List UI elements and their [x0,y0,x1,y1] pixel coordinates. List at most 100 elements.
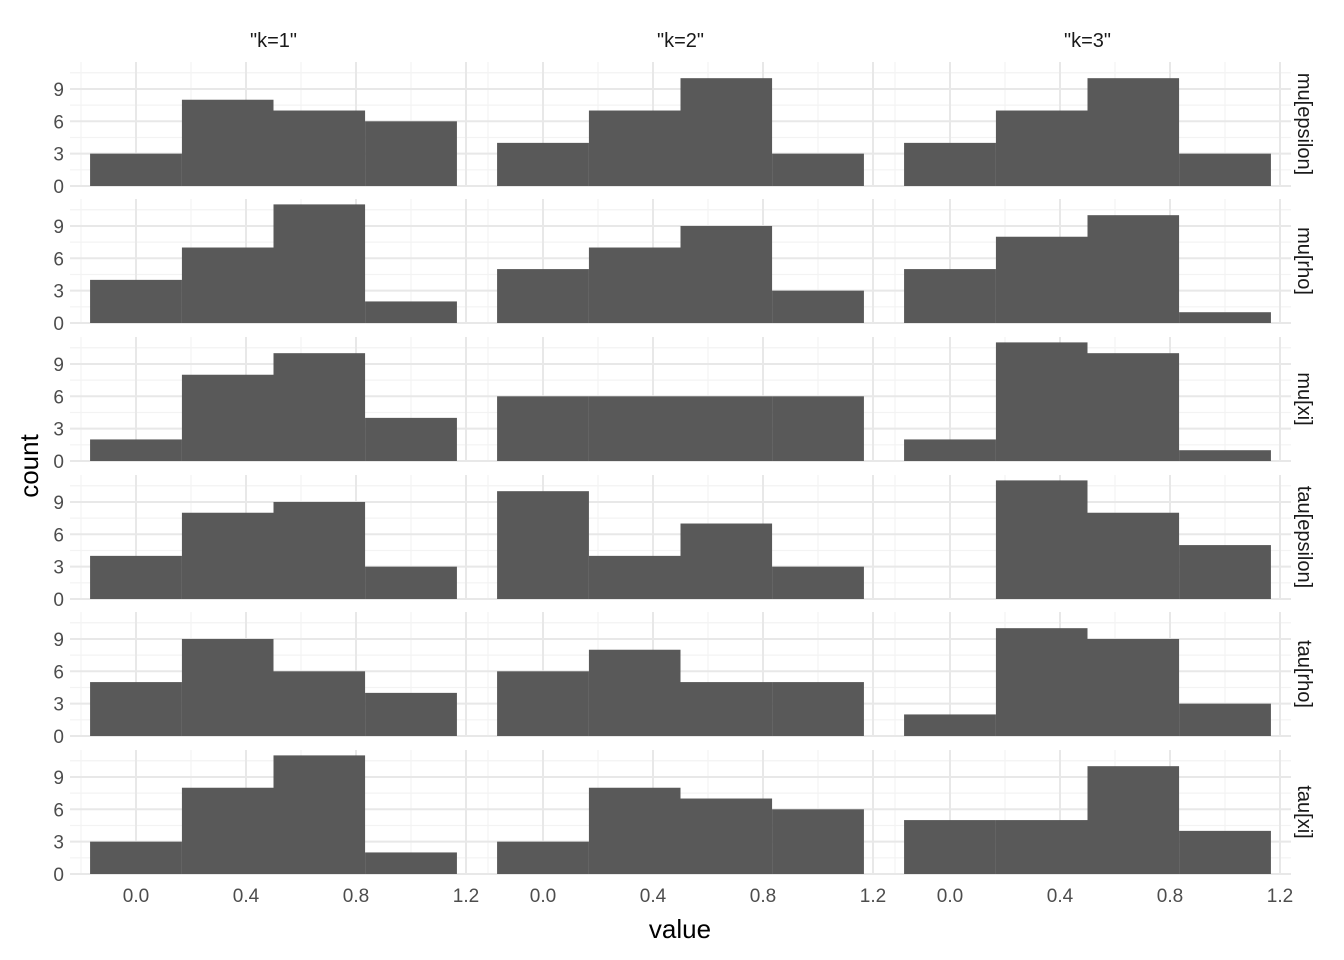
histogram-bar [1087,766,1180,874]
y-tick-label: 0 [53,865,64,886]
histogram-bar [772,566,864,599]
histogram-bar [772,396,864,461]
histogram-bar [588,649,681,736]
histogram-bar [273,204,366,323]
facet-panel-r1-c3 [884,62,1291,187]
histogram-bar [1179,703,1271,736]
y-tick-label: 9 [53,355,64,376]
facet-panel-r5-c3 [884,612,1291,737]
x-tick-label: 0.8 [750,886,776,907]
y-tick-label: 6 [53,525,64,546]
x-tick-label: 0.4 [233,886,260,907]
histogram-bar [90,841,182,874]
histogram-bar [497,841,589,874]
histogram-bar [995,628,1088,736]
histogram-bar [904,269,996,323]
histogram-bar [772,682,864,736]
y-tick-label: 6 [53,112,64,133]
facet-panel-r2-c3 [884,199,1291,324]
x-tick-label: 0.4 [640,886,667,907]
x-tick-label: 1.2 [1267,886,1293,907]
histogram-bar [1179,153,1271,186]
facet-panel-r4-c3 [884,475,1291,600]
x-tick-label: 0.0 [123,886,149,907]
histogram-bar [995,342,1088,461]
y-tick-label: 0 [53,590,64,611]
facet-panel-r5-c2 [477,612,884,737]
histogram-bar [1179,312,1271,323]
histogram-bar [588,787,681,874]
histogram-bar [1087,215,1180,323]
x-tick-label: 0.0 [937,886,963,907]
histogram-bar [273,671,366,736]
histogram-bar [365,852,457,874]
histogram-bar [1179,545,1271,599]
histogram-bar [365,301,457,323]
histogram-bar [181,787,274,874]
histogram-bar [365,692,457,736]
row-strip-labels: mu[epsilon] mu[rho] mu[xi] tau[epsilon] tau[… [1293,73,1315,839]
x-tick-label: 1.2 [453,886,479,907]
histogram-bar [680,798,773,874]
histogram-bar [772,153,864,186]
histogram-bar [181,99,274,186]
histogram-bar [995,480,1088,599]
y-tick-label: 0 [53,727,64,748]
facet-panel-r6-c2 [477,750,884,875]
row-strip-label: mu[epsilon] [1293,73,1315,175]
histogram-bar [904,142,996,186]
column-strip-label: "k=2" [657,30,704,52]
histogram-bar [1087,638,1180,736]
histogram-bar [904,714,996,736]
row-strip-label: mu[xi] [1293,372,1315,425]
histogram-bar [90,153,182,186]
facet-panel-r3-c2 [477,337,884,462]
histogram-bar [273,353,366,461]
x-axis-title: value [649,914,711,944]
y-axis: 0 3 6 9 0 3 6 9 0 3 6 9 0 3 6 9 0 3 6 9 0 3 6 9 [53,80,64,886]
histogram-bar [497,671,589,736]
facet-panel-r3-c3 [884,337,1291,462]
y-tick-label: 0 [53,177,64,198]
histogram-bar [995,110,1088,186]
histogram-bar [995,236,1088,323]
y-tick-label: 3 [53,695,64,716]
y-tick-label: 3 [53,833,64,854]
y-tick-label: 9 [53,80,64,101]
row-strip-label: tau[xi] [1293,785,1315,838]
histogram-bar [588,110,681,186]
x-tick-label: 0.0 [530,886,556,907]
y-tick-label: 3 [53,282,64,303]
y-tick-label: 6 [53,662,64,683]
histogram-bar [588,555,681,599]
histogram-bar [273,755,366,874]
column-strip-labels: "k=1" "k=2" "k=3" [250,30,1111,52]
y-tick-label: 6 [53,800,64,821]
x-tick-label: 0.4 [1047,886,1074,907]
histogram-bar [273,110,366,186]
histogram-bar [1087,78,1180,186]
column-strip-label: "k=1" [250,30,297,52]
histogram-bar [1179,450,1271,461]
y-tick-label: 0 [53,452,64,473]
histogram-bar [772,809,864,874]
histogram-bar [680,225,773,323]
facet-panel-r1-c2 [477,62,884,187]
facet-panel-r1-c1 [70,62,477,187]
histogram-bar [497,491,589,599]
facet-panel-r6-c3 [884,750,1291,875]
facet-panels [70,62,1291,875]
x-tick-label: 1.2 [860,886,886,907]
facet-panel-r6-c1 [70,750,477,875]
column-strip-label: "k=3" [1064,30,1111,52]
facet-panel-r2-c2 [477,199,884,324]
row-strip-label: mu[rho] [1293,227,1315,295]
y-tick-label: 9 [53,493,64,514]
x-tick-label: 0.8 [343,886,369,907]
y-tick-label: 9 [53,630,64,651]
histogram-bar [680,396,773,461]
histogram-bar [365,121,457,186]
histogram-bar [772,290,864,323]
histogram-bar [365,417,457,461]
